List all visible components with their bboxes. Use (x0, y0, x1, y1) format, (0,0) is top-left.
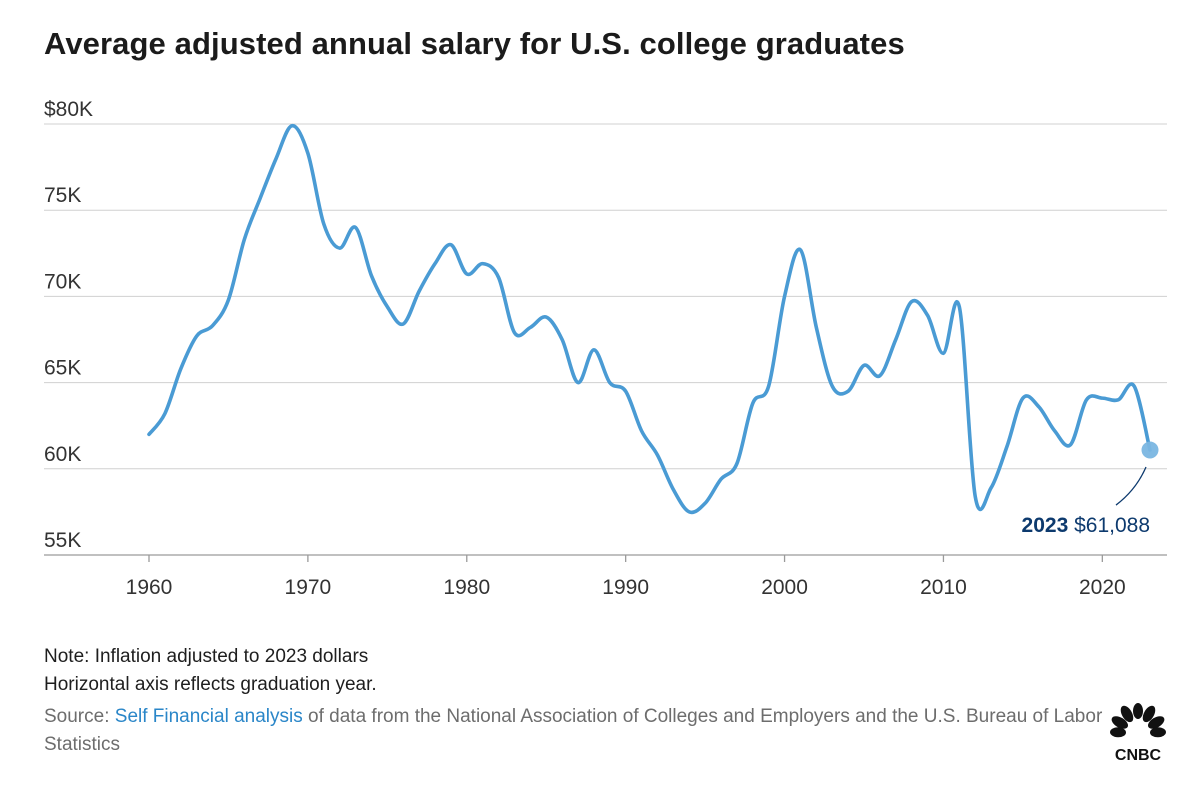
y-tick-label: $80K (44, 98, 93, 121)
cnbc-logo: CNBC (1110, 703, 1166, 763)
y-tick-label: 65K (44, 357, 81, 380)
callout-label: 2023 $61,088 (1022, 514, 1150, 537)
line-chart: 55K 60K 65K 70K 75K $80K 1960 1970 1980 1990 2000… (44, 98, 1167, 599)
gridlines (44, 123, 1167, 556)
series (147, 123, 1152, 515)
chart-title: Average adjusted annual salary for U.S. … (44, 26, 905, 61)
callout-year: 2023 (1022, 514, 1069, 537)
y-tick-label: 60K (44, 443, 81, 466)
y-tick-label: 75K (44, 184, 81, 207)
peacock-icon (1110, 703, 1166, 738)
callout-leader (1115, 466, 1147, 506)
x-axis-ticks: 1960 1970 1980 1990 2000 2010 2020 (126, 555, 1126, 599)
source-link[interactable]: Self Financial analysis (114, 706, 303, 727)
endpoint-marker (1141, 441, 1159, 459)
x-tick-label: 1980 (443, 576, 490, 599)
note-inflation: Note: Inflation adjusted to 2023 dollars (44, 646, 369, 667)
x-tick-label: 1990 (602, 576, 649, 599)
logo-wordmark: CNBC (1115, 747, 1162, 763)
x-tick-label: 1960 (126, 576, 173, 599)
source-suffix: of data from the National Association of… (44, 706, 1103, 755)
source-prefix: Source: (44, 706, 115, 727)
x-tick-label: 1970 (285, 576, 332, 599)
y-tick-label: 70K (44, 270, 81, 293)
x-tick-label: 2010 (920, 576, 967, 599)
callout-value: $61,088 (1068, 514, 1150, 537)
x-tick-label: 2000 (761, 576, 808, 599)
x-tick-label: 2020 (1079, 576, 1126, 599)
source-credit: Source: Self Financial analysis of data … (44, 703, 1114, 759)
annotations: 2023 $61,088 (1022, 441, 1159, 537)
series-line-salary (147, 123, 1152, 515)
chart-notes: Note: Inflation adjusted to 2023 dollars… (44, 643, 377, 699)
y-axis-ticks: 55K 60K 65K 70K 75K $80K (44, 98, 93, 552)
y-tick-label: 55K (44, 529, 81, 552)
note-axis: Horizontal axis reflects graduation year… (44, 674, 377, 695)
